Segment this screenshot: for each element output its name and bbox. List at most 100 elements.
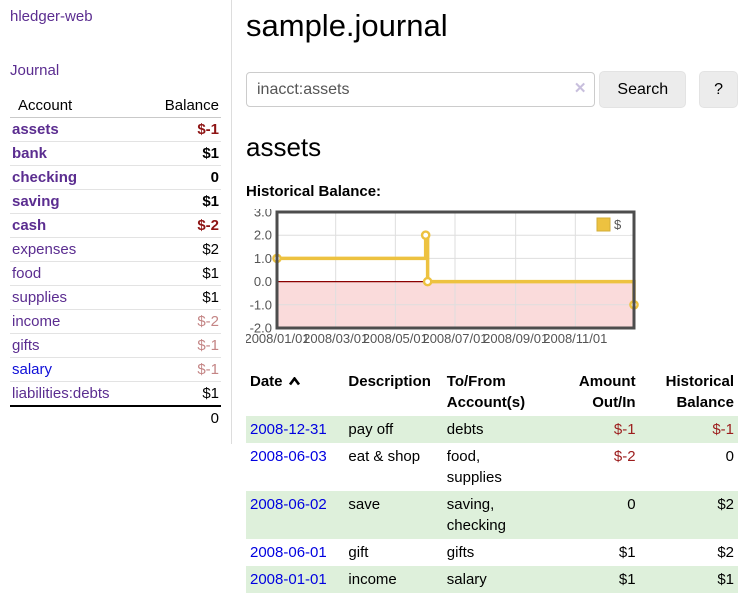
- account-balance: $-1: [144, 357, 221, 382]
- account-cell: checking: [10, 165, 145, 190]
- page-title: sample.journal: [246, 8, 448, 43]
- search-input-wrap: ✕: [246, 72, 596, 107]
- register-row: 2008-06-02 save saving, checking 0 $2: [246, 491, 738, 539]
- register-amount-cell: $1: [618, 571, 636, 588]
- account-link[interactable]: income: [12, 313, 61, 330]
- accounts-total-spacer: [10, 405, 145, 430]
- account-row: food $1: [10, 261, 221, 286]
- account-row: assets $-1: [10, 118, 221, 142]
- x-axis-tick-label: 2008/11/01: [543, 331, 607, 346]
- account-row: income $-2: [10, 309, 221, 334]
- account-row: supplies $1: [10, 285, 221, 310]
- register-accounts-cell: saving, checking: [446, 496, 506, 534]
- legend-label: $: [614, 217, 622, 232]
- account-link[interactable]: gifts: [12, 337, 40, 354]
- account-cell: assets: [10, 118, 144, 142]
- account-link[interactable]: food: [12, 265, 42, 282]
- y-axis-tick-label: 0.0: [254, 274, 272, 289]
- account-row: expenses $2: [10, 237, 221, 262]
- account-balance: $-1: [197, 121, 219, 138]
- y-axis-tick-label: 1.0: [254, 251, 272, 266]
- account-row: salary $-1: [10, 357, 221, 382]
- register-date-cell: 2008-01-01: [246, 566, 344, 593]
- x-axis-tick-label: 2008/09/01: [483, 331, 548, 346]
- register-balance-cell: $2: [717, 496, 734, 513]
- accounts-header-row: Account Balance: [10, 94, 221, 118]
- register-balance-cell: 0: [725, 448, 734, 465]
- account-cell: salary: [10, 357, 145, 382]
- register-amount-cell: $-1: [613, 421, 636, 438]
- account-cell: saving: [10, 189, 145, 214]
- register-row: 2008-06-03 eat & shop food, supplies $-2 0: [246, 443, 738, 491]
- account-balance: $-2: [144, 309, 221, 334]
- register-table-body: 2008-12-31 pay off debts $-1 $-1 2008-06-03 ea…: [246, 416, 738, 593]
- sidebar-item-journal[interactable]: Journal: [10, 62, 60, 79]
- account-balance: 0: [144, 165, 221, 190]
- search-input[interactable]: [246, 72, 596, 107]
- account-balance: $1: [144, 189, 221, 214]
- accounts-total-row: 0: [10, 405, 221, 430]
- plot-border: [275, 210, 636, 330]
- account-row: gifts $-1: [10, 333, 221, 358]
- account-row: liabilities:debts $1: [10, 381, 221, 406]
- register-balance-cell: $-1: [712, 421, 734, 438]
- register-description-cell: pay off: [348, 421, 394, 438]
- search-button[interactable]: Search: [599, 71, 687, 108]
- main-content: sample.journal ✕ Search ? assets Histori…: [232, 0, 742, 593]
- transaction-date-link[interactable]: 2008-12-31: [250, 421, 327, 438]
- transaction-date-link[interactable]: 2008-06-03: [250, 448, 327, 465]
- sidebar: hledger-web Journal Account Balance asse…: [0, 0, 232, 444]
- y-axis-tick-label: 3.0: [254, 209, 272, 220]
- account-balance: $1: [144, 141, 221, 166]
- register-amount-cell: 0: [627, 496, 636, 513]
- register-accounts-cell: salary: [446, 571, 487, 588]
- data-point: [422, 276, 433, 287]
- register-balance-cell: $1: [717, 571, 734, 588]
- account-cell: bank: [10, 141, 145, 166]
- register-column-header: Description: [348, 373, 431, 390]
- transaction-date-link[interactable]: 2008-01-01: [250, 571, 327, 588]
- register-header-row: Date Description To/From Account(s) Amount …: [246, 368, 738, 416]
- register-date-cell: 2008-12-31: [246, 416, 344, 443]
- x-axis-tick-label: 2008/07/01: [422, 331, 487, 346]
- help-button[interactable]: ?: [699, 71, 738, 108]
- account-link[interactable]: checking: [12, 169, 78, 186]
- account-link[interactable]: liabilities:debts: [12, 385, 110, 402]
- transaction-date-link[interactable]: 2008-06-01: [250, 544, 327, 561]
- register-column-header[interactable]: Date: [246, 368, 344, 416]
- transaction-date-link[interactable]: 2008-06-02: [250, 496, 327, 513]
- account-balance: $2: [144, 237, 221, 262]
- account-link[interactable]: supplies: [12, 289, 68, 306]
- register-accounts-cell: food, supplies: [446, 448, 502, 486]
- account-cell: food: [10, 261, 145, 286]
- account-cell: liabilities:debts: [10, 381, 145, 406]
- y-axis-tick-label: -1.0: [250, 297, 272, 312]
- register-column-header: Historical Balance: [665, 373, 734, 411]
- account-cell: gifts: [10, 333, 145, 358]
- account-cell: supplies: [10, 285, 145, 310]
- account-link[interactable]: assets: [12, 121, 59, 138]
- account-row: saving $1: [10, 189, 221, 214]
- account-link[interactable]: bank: [12, 145, 48, 162]
- account-link[interactable]: saving: [12, 193, 60, 210]
- clear-search-icon[interactable]: ✕: [573, 80, 587, 97]
- sort-ascending-icon: [288, 371, 301, 392]
- account-link[interactable]: salary: [12, 361, 53, 378]
- account-row: checking 0: [10, 165, 221, 190]
- x-axis-tick-label: 2008/01/01: [246, 331, 310, 346]
- account-row: cash $-2: [10, 213, 221, 238]
- y-axis-tick-label: -2.0: [250, 321, 272, 336]
- account-link[interactable]: expenses: [12, 241, 77, 258]
- accounts-total-balance: 0: [144, 405, 221, 430]
- account-balance: $1: [144, 261, 221, 286]
- accounts-table: Account Balance assets $-1 bank $1 checking 0…: [10, 94, 221, 430]
- account-balance: $1: [144, 285, 221, 310]
- account-cell: cash: [10, 213, 145, 238]
- account-balance: $-1: [144, 333, 221, 358]
- register-date-cell: 2008-06-01: [246, 539, 344, 566]
- account-link[interactable]: cash: [12, 217, 47, 234]
- brand-link[interactable]: hledger-web: [10, 8, 93, 25]
- x-axis-tick-label: 2008/05/01: [363, 331, 428, 346]
- register-description-cell: income: [348, 571, 397, 588]
- accounts-header-balance: Balance: [144, 94, 221, 118]
